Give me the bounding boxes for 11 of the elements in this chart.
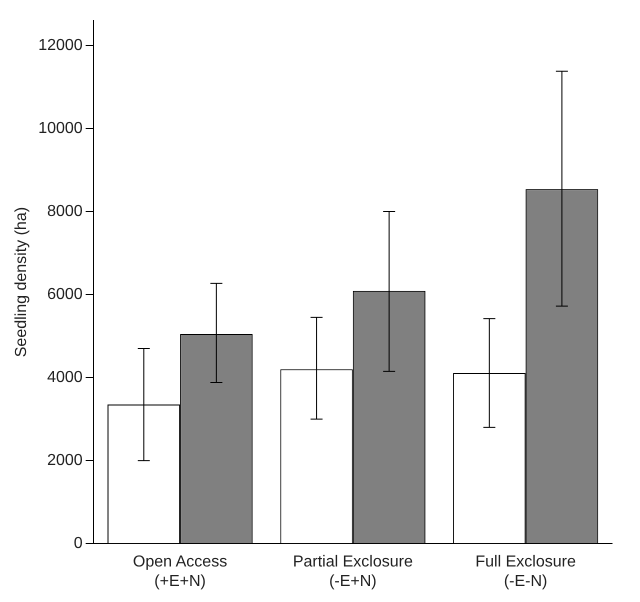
y-tick-label: 12000: [38, 36, 83, 54]
y-tick-label: 0: [74, 535, 83, 552]
y-tick-label: 6000: [47, 286, 83, 303]
y-tick-label: 4000: [47, 368, 83, 386]
y-tick-label: 2000: [47, 452, 83, 469]
y-axis-title: Seedling density (ha): [13, 206, 30, 358]
x-tick-label: Open Access (+E+N): [132, 554, 228, 590]
x-tick-label: Full Exclosure (-E-N): [475, 554, 576, 590]
y-tick-label: 10000: [38, 120, 83, 137]
x-tick-label: Partial Exclosure (-E+N): [292, 554, 413, 590]
y-tick-label: 8000: [47, 202, 83, 220]
